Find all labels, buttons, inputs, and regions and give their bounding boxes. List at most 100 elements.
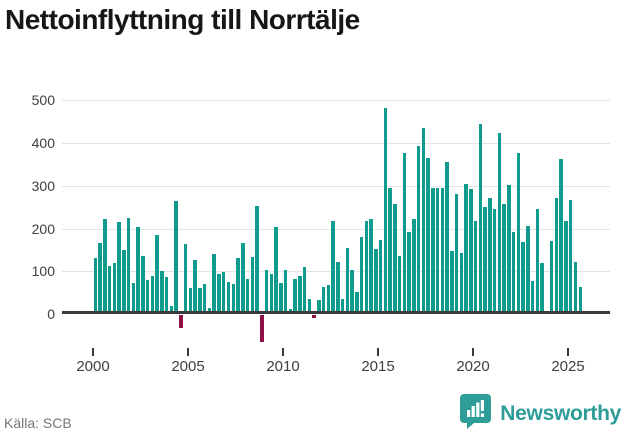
bar	[412, 218, 416, 314]
x-axis-label: 2015	[361, 358, 395, 375]
x-axis-zero-line	[62, 311, 610, 314]
bar	[188, 287, 193, 314]
bar	[559, 158, 563, 314]
bar	[155, 234, 159, 314]
bar	[407, 232, 411, 314]
bar	[241, 242, 245, 314]
bar	[245, 279, 250, 314]
bar-negative	[260, 315, 264, 343]
bar	[212, 254, 216, 314]
bar	[264, 270, 269, 314]
bar	[326, 285, 331, 314]
bar	[107, 265, 112, 314]
bar	[578, 287, 583, 314]
bar	[202, 283, 207, 314]
bar	[331, 221, 335, 314]
bar	[231, 283, 236, 314]
bar	[516, 152, 521, 314]
chart-title: Nettoinflyttning till Norrtälje	[5, 4, 360, 35]
bar	[350, 269, 354, 314]
bar	[440, 188, 445, 314]
bar	[226, 282, 231, 314]
bar	[236, 257, 240, 314]
x-axis-tick	[567, 348, 569, 356]
bar	[279, 283, 283, 314]
bar	[483, 207, 487, 314]
bar	[492, 208, 497, 314]
bar	[383, 107, 388, 314]
bar	[340, 298, 345, 314]
x-axis-label: 2000	[76, 358, 110, 375]
bar	[136, 226, 140, 314]
source-credit: Källa: SCB	[4, 415, 72, 431]
y-axis-label: 300	[31, 177, 55, 194]
bar	[164, 277, 169, 314]
bar	[298, 276, 302, 314]
bar	[488, 197, 492, 314]
bar	[103, 218, 107, 314]
newsworthy-branding: Newsworthy	[459, 393, 621, 434]
bar	[435, 187, 440, 314]
bar	[369, 219, 373, 314]
bar	[274, 227, 278, 314]
x-axis-tick	[472, 348, 474, 356]
bar	[145, 280, 150, 314]
bar	[169, 305, 174, 314]
bar	[112, 263, 117, 314]
bar	[573, 262, 578, 314]
bar	[473, 220, 478, 314]
bar	[321, 287, 326, 314]
y-axis-label: 500	[31, 92, 55, 109]
x-axis-label: 2010	[266, 358, 300, 375]
bar	[535, 208, 540, 314]
bar-negative	[312, 315, 316, 319]
bar	[502, 203, 506, 314]
bar	[302, 266, 307, 314]
x-axis-tick	[92, 348, 94, 356]
gridline	[62, 185, 610, 187]
bar	[150, 276, 155, 314]
bar	[421, 127, 426, 314]
bar	[293, 279, 297, 314]
bar	[183, 244, 188, 314]
gridline	[62, 143, 610, 145]
x-axis-label: 2020	[456, 358, 490, 375]
bar	[568, 199, 573, 314]
bar	[464, 183, 468, 314]
bar	[554, 198, 559, 314]
x-axis-tick	[282, 348, 284, 356]
bar	[359, 236, 364, 314]
bar	[426, 158, 430, 314]
y-axis-label: 0	[47, 306, 55, 322]
bar	[93, 258, 98, 314]
y-axis-label: 400	[31, 135, 55, 152]
bar	[317, 299, 321, 314]
bar	[459, 252, 464, 314]
gridline	[62, 100, 610, 102]
bar	[141, 255, 145, 314]
y-axis-label: 100	[31, 263, 55, 280]
bar	[511, 232, 516, 314]
bar	[549, 240, 554, 314]
bar	[364, 220, 369, 314]
bar	[255, 206, 259, 314]
bar	[217, 273, 221, 314]
bar	[98, 242, 102, 314]
y-axis-label: 200	[31, 220, 55, 237]
newsworthy-logo-icon	[459, 393, 492, 434]
bar	[397, 255, 402, 314]
bar	[540, 263, 544, 314]
bar	[469, 188, 473, 314]
bar	[521, 241, 525, 314]
bar	[450, 251, 454, 314]
gridline	[62, 228, 610, 230]
bar	[345, 247, 350, 314]
bar	[393, 203, 397, 314]
bar	[454, 194, 459, 314]
bar	[193, 260, 197, 314]
bar	[160, 271, 164, 314]
bar	[269, 273, 274, 314]
bar	[507, 185, 511, 314]
bar	[198, 287, 202, 314]
